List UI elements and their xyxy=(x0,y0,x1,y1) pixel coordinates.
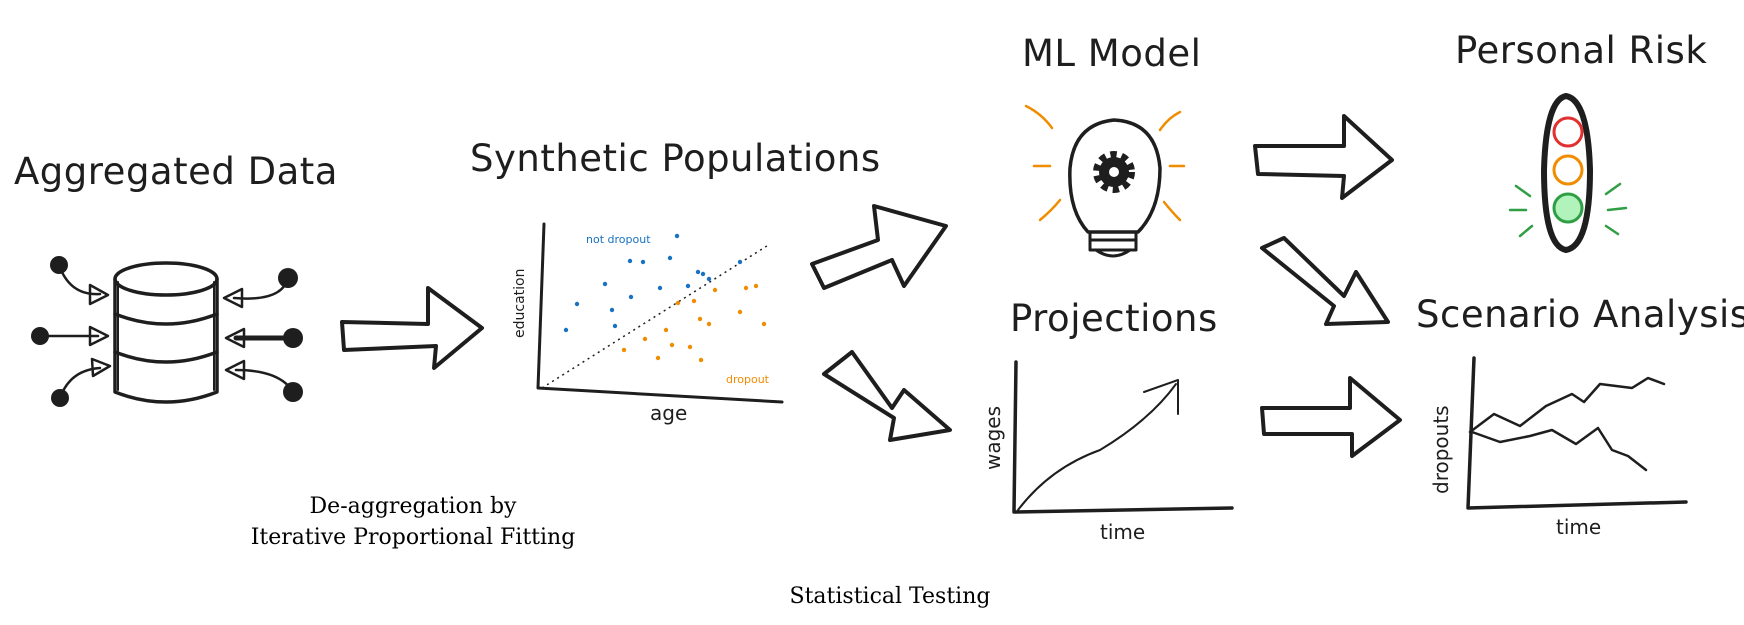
dropout-point xyxy=(621,347,627,353)
wages-arrowhead xyxy=(1143,379,1179,415)
scenario-chart: time dropouts xyxy=(1429,356,1688,539)
not-dropout-point xyxy=(628,294,634,300)
not-dropout-point xyxy=(640,259,646,265)
not-dropout-point xyxy=(627,258,633,264)
not-dropout-point xyxy=(602,281,608,287)
not-dropout-point xyxy=(657,285,663,291)
dropout-point xyxy=(687,344,693,350)
dropout-point xyxy=(761,321,767,327)
not-dropout-point xyxy=(737,259,743,265)
dropout-point xyxy=(691,298,697,304)
dropout-point xyxy=(753,283,759,289)
not-dropout-point xyxy=(612,323,618,329)
dropout-point xyxy=(712,287,718,293)
title-scenario-analysis: Scenario Analysis xyxy=(1416,293,1744,336)
scenario-x-label: time xyxy=(1556,515,1601,539)
traffic-light-icon xyxy=(1508,93,1628,253)
projections-axes xyxy=(1012,360,1234,514)
dropout-point xyxy=(669,342,675,348)
not-dropout-point xyxy=(574,301,580,307)
arrow-projections-to-scenario xyxy=(1260,376,1402,458)
dropout-point xyxy=(697,316,703,322)
not-dropout-point xyxy=(674,233,680,239)
scatter-points xyxy=(563,233,767,363)
scatter-chart: age education not dropout dropout xyxy=(512,222,784,425)
not-dropout-point xyxy=(700,271,706,277)
title-personal-risk: Personal Risk xyxy=(1455,29,1707,72)
scatter-x-label: age xyxy=(650,401,687,425)
arrow-ml-to-personal-risk xyxy=(1253,114,1394,200)
projections-chart: time wages xyxy=(981,360,1234,544)
projections-y-label: wages xyxy=(981,406,1005,470)
light-rays xyxy=(1024,104,1186,222)
green-light xyxy=(1552,192,1584,224)
green-light-rays xyxy=(1508,182,1628,238)
title-projections: Projections xyxy=(1010,297,1218,340)
not-dropout-point xyxy=(563,327,569,333)
arrow-ml-to-scenario xyxy=(1260,236,1390,326)
scenario-y-label: dropouts xyxy=(1429,405,1453,494)
dropout-point xyxy=(655,355,661,361)
lightbulb-gear-icon xyxy=(1024,104,1186,258)
data-source-arrows xyxy=(31,256,303,407)
caption-deaggregation-line2: Iterative Proportional Fitting xyxy=(251,525,576,550)
scenario-line-down xyxy=(1470,426,1648,472)
dropout-point xyxy=(642,336,648,342)
wages-line xyxy=(1017,383,1177,511)
scatter-axes xyxy=(536,222,784,404)
arrow-synthetic-to-projections xyxy=(822,350,952,442)
scatter-y-label: education xyxy=(512,269,528,338)
dropout-point xyxy=(737,309,743,315)
red-light xyxy=(1552,116,1584,148)
dropout-point xyxy=(663,327,669,333)
decision-boundary xyxy=(541,243,771,389)
title-aggregated-data: Aggregated Data xyxy=(14,150,338,193)
caption-deaggregation-line1: De-aggregation by xyxy=(310,494,517,519)
dropout-point xyxy=(675,300,681,306)
dropout-point xyxy=(743,285,749,291)
not-dropout-point xyxy=(609,307,615,313)
not-dropout-point xyxy=(685,283,691,289)
title-synthetic-populations: Synthetic Populations xyxy=(470,137,881,180)
caption-statistical-testing: Statistical Testing xyxy=(790,584,991,609)
orange-light xyxy=(1552,154,1584,186)
scenario-line-up xyxy=(1468,376,1666,434)
scenario-axes xyxy=(1466,356,1688,510)
dropout-point xyxy=(706,321,712,327)
database-icon xyxy=(113,261,219,404)
not-dropout-point xyxy=(706,276,712,282)
title-ml-model: ML Model xyxy=(1022,32,1201,75)
label-dropout: dropout xyxy=(726,373,770,386)
dropout-point xyxy=(698,357,704,363)
not-dropout-point xyxy=(667,255,673,261)
not-dropout-point xyxy=(695,269,701,275)
arrow-synthetic-to-ml xyxy=(810,204,948,290)
projections-x-label: time xyxy=(1100,520,1145,544)
label-not-dropout: not dropout xyxy=(586,233,651,246)
arrow-aggregated-to-synthetic xyxy=(340,286,484,370)
